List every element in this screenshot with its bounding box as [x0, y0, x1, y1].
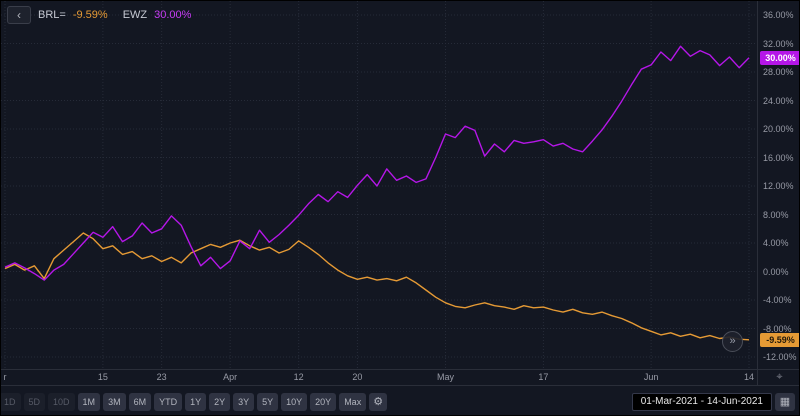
timeframe-button-1y[interactable]: 1Y: [185, 392, 207, 411]
y-axis-tick: 12.00%: [763, 181, 794, 191]
legend-ewz-value: 30.00%: [154, 9, 192, 21]
timeframe-button-1d[interactable]: 1D: [1, 392, 21, 411]
x-axis-tick: 17: [538, 372, 549, 382]
x-axis-tick: 15: [97, 372, 108, 382]
timeframe-button-6m[interactable]: 6M: [128, 392, 152, 411]
y-axis-tick: 20.00%: [763, 124, 794, 134]
y-axis-tick: 36.00%: [763, 10, 794, 20]
y-axis-tick: 8.00%: [763, 209, 789, 220]
timeframe-button-1m[interactable]: 1M: [77, 392, 101, 411]
price-axis[interactable]: 30.00% -9.59% 36.00% 32.00% 28.00% 24.00% 20…: [757, 1, 799, 369]
x-axis-tick: May: [437, 372, 455, 382]
calendar-icon[interactable]: ▦: [775, 392, 795, 411]
x-axis-tick: 14: [743, 372, 755, 382]
legend-brl-value: -9.59%: [72, 9, 108, 21]
y-axis-tick: 16.00%: [763, 152, 794, 163]
y-axis-tick: -12.00%: [763, 352, 797, 362]
ewz-price-badge: 30.00%: [760, 50, 799, 65]
y-axis-tick: 28.00%: [763, 67, 794, 77]
x-axis-tick: Jun: [643, 372, 659, 382]
bottom-toolbar: 1D 5D 10D 1M 3M 6M YTD 1Y 2Y 3Y 5Y 10Y 20Y Max ⚙ 01-M…: [1, 385, 799, 415]
brl-price-badge: -9.59%: [760, 332, 799, 347]
timeframe-button-5d[interactable]: 5D: [23, 392, 46, 411]
timeframe-button-max[interactable]: Max: [339, 392, 367, 411]
x-axis-tick: 20: [352, 372, 363, 382]
y-axis-tick: 24.00%: [763, 95, 794, 106]
scroll-to-recent-button[interactable]: ⌖: [757, 369, 799, 385]
settings-gear-button[interactable]: ⚙: [369, 392, 388, 411]
y-axis-tick: 0.00%: [763, 266, 789, 277]
x-axis-tick: 12: [293, 372, 304, 382]
timeframe-button-20y[interactable]: 20Y: [310, 392, 337, 411]
date-range-display[interactable]: 01-Mar-2021 - 14-Jun-2021: [631, 392, 772, 411]
chart-canvas[interactable]: [1, 1, 757, 369]
y-axis-tick: -8.00%: [763, 323, 792, 334]
target-icon: ⌖: [776, 371, 783, 383]
legend-brl-label: BRL=: [38, 9, 66, 21]
y-axis-tick: 4.00%: [763, 238, 789, 248]
back-button[interactable]: ‹: [7, 6, 31, 24]
x-axis-tick: r: [3, 372, 7, 382]
timeframe-button-10y[interactable]: 10Y: [281, 392, 308, 411]
y-axis-tick: -4.00%: [763, 295, 792, 305]
time-axis[interactable]: r 15 23 Apr 12 20 May 17 Jun 14: [1, 369, 757, 385]
legend: ‹ BRL= -9.59% EWZ 30.00%: [7, 6, 191, 24]
y-axis-tick: 32.00%: [763, 38, 794, 49]
expand-chevron-button[interactable]: »: [722, 331, 743, 352]
timeframe-button-10d[interactable]: 10D: [48, 392, 75, 411]
x-axis-tick: 23: [156, 372, 167, 382]
timeframe-button-3y[interactable]: 3Y: [233, 392, 255, 411]
timeframe-button-ytd[interactable]: YTD: [154, 392, 183, 411]
timeframe-buttons: 1D 5D 10D 1M 3M 6M YTD 1Y 2Y 3Y 5Y 10Y 20Y Max: [1, 392, 367, 411]
x-axis-tick: Apr: [223, 372, 238, 382]
timeframe-button-3m[interactable]: 3M: [103, 392, 126, 411]
timeframe-button-5y[interactable]: 5Y: [257, 392, 279, 411]
price-chart-area[interactable]: ‹ BRL= -9.59% EWZ 30.00% »: [1, 1, 757, 369]
legend-ewz-label: EWZ: [122, 9, 148, 21]
timeframe-button-2y[interactable]: 2Y: [209, 392, 231, 411]
